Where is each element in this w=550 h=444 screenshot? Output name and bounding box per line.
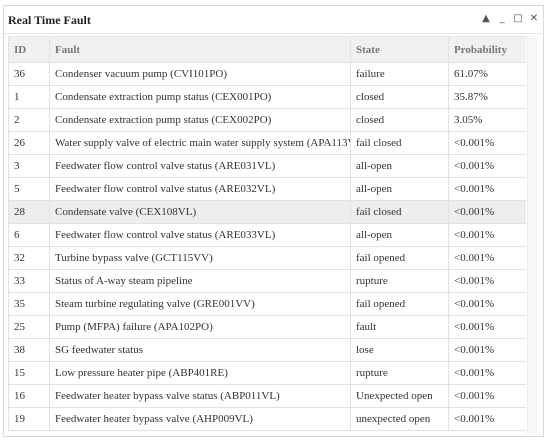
table-row[interactable]: 28 Condensate valve (CEX108VL) fail closed… [8,200,526,224]
vertical-scrollbar[interactable] [527,36,537,434]
cell-probability: <0.001% [448,200,526,224]
cell-id: 33 [8,269,50,293]
column-header-id[interactable]: ID [8,36,50,63]
cell-state: closed [350,85,449,109]
table-body: 36 Condenser vacuum pump (CVI101PO) failur… [8,62,526,431]
cell-fault: Low pressure heater pipe (ABP401RE) [49,361,351,385]
table-row[interactable]: 6 Feedwater flow control valve status (AR… [8,223,526,247]
column-header-probability[interactable]: Probability [448,36,526,63]
cell-fault: Feedwater heater bypass valve status (AB… [49,384,351,408]
cell-probability: <0.001% [448,292,526,316]
table-row[interactable]: 35 Steam turbine regulating valve (GRE001… [8,292,526,316]
column-header-state[interactable]: State [350,36,449,63]
cell-id: 38 [8,338,50,362]
cell-probability: <0.001% [448,315,526,339]
cell-state: failure [350,62,449,86]
cell-id: 28 [8,200,50,224]
cell-state: all-open [350,154,449,178]
table-row[interactable]: 3 Feedwater flow control valve status (AR… [8,154,526,178]
cell-probability: <0.001% [448,269,526,293]
cell-state: lose [350,338,449,362]
table-header-row: ID Fault State Probability [8,36,526,63]
maximize-icon[interactable]: □ [513,13,523,24]
cell-probability: <0.001% [448,154,526,178]
close-icon[interactable]: ✕ [529,13,539,24]
cell-id: 15 [8,361,50,385]
table-row[interactable]: 16 Feedwater heater bypass valve status (… [8,384,526,408]
cell-fault: Water supply valve of electric main wate… [49,131,351,155]
cell-fault: Condensate valve (CEX108VL) [49,200,351,224]
cell-fault: Pump (MFPA) failure (APA102PO) [49,315,351,339]
cell-probability: 61.07% [448,62,526,86]
cell-id: 5 [8,177,50,201]
table-row[interactable]: 5 Feedwater flow control valve status (AR… [8,177,526,201]
cell-fault: SG feedwater status [49,338,351,362]
table-row[interactable]: 15 Low pressure heater pipe (ABP401RE) rup… [8,361,526,385]
cell-id: 35 [8,292,50,316]
cell-fault: Turbine bypass valve (GCT115VV) [49,246,351,270]
cell-id: 32 [8,246,50,270]
collapse-icon[interactable]: ▲ [482,13,490,24]
cell-state: closed [350,108,449,132]
cell-fault: Feedwater heater bypass valve (AHP009VL) [49,407,351,431]
cell-id: 26 [8,131,50,155]
panel-header: Real Time Fault ▲ _ □ ✕ [4,6,543,34]
cell-id: 2 [8,108,50,132]
cell-id: 25 [8,315,50,339]
panel-title: Real Time Fault [8,13,91,27]
cell-state: all-open [350,223,449,247]
table-row[interactable]: 33 Status of A-way steam pipeline rupture <… [8,269,526,293]
real-time-fault-panel: Real Time Fault ▲ _ □ ✕ ID Fault State P… [3,5,544,437]
cell-state: fail closed [350,131,449,155]
window-controls: ▲ _ □ ✕ [481,13,539,25]
cell-id: 1 [8,85,50,109]
cell-probability: <0.001% [448,131,526,155]
cell-probability: <0.001% [448,223,526,247]
cell-state: Unexpected open [350,384,449,408]
cell-probability: 3.05% [448,108,526,132]
cell-id: 36 [8,62,50,86]
table-row[interactable]: 19 Feedwater heater bypass valve (AHP009V… [8,407,526,431]
cell-state: fail closed [350,200,449,224]
cell-fault: Condenser vacuum pump (CVI101PO) [49,62,351,86]
fault-table-container: ID Fault State Probability 36 Condenser v… [8,36,526,434]
cell-id: 16 [8,384,50,408]
cell-state: fail opened [350,246,449,270]
cell-probability: <0.001% [448,338,526,362]
cell-state: fault [350,315,449,339]
cell-id: 6 [8,223,50,247]
minimize-icon[interactable]: _ [499,13,505,24]
cell-fault: Status of A-way steam pipeline [49,269,351,293]
cell-fault: Condensate extraction pump status (CEX00… [49,85,351,109]
cell-state: unexpected open [350,407,449,431]
cell-probability: <0.001% [448,177,526,201]
table-row[interactable]: 38 SG feedwater status lose <0.001% [8,338,526,362]
cell-probability: <0.001% [448,246,526,270]
cell-probability: <0.001% [448,361,526,385]
table-row[interactable]: 26 Water supply valve of electric main wa… [8,131,526,155]
cell-fault: Feedwater flow control valve status (ARE… [49,154,351,178]
cell-probability: 35.87% [448,85,526,109]
cell-probability: <0.001% [448,384,526,408]
cell-fault: Feedwater flow control valve status (ARE… [49,223,351,247]
table-row[interactable]: 36 Condenser vacuum pump (CVI101PO) failur… [8,62,526,86]
cell-state: fail opened [350,292,449,316]
cell-fault: Feedwater flow control valve status (ARE… [49,177,351,201]
table-row[interactable]: 25 Pump (MFPA) failure (APA102PO) fault <0.… [8,315,526,339]
cell-state: all-open [350,177,449,201]
cell-fault: Condensate extraction pump status (CEX00… [49,108,351,132]
column-header-fault[interactable]: Fault [49,36,351,63]
table-row[interactable]: 2 Condensate extraction pump status (CEX0… [8,108,526,132]
cell-fault: Steam turbine regulating valve (GRE001VV… [49,292,351,316]
table-row[interactable]: 1 Condensate extraction pump status (CEX0… [8,85,526,109]
cell-state: rupture [350,361,449,385]
cell-probability: <0.001% [448,407,526,431]
table-row[interactable]: 32 Turbine bypass valve (GCT115VV) fail op… [8,246,526,270]
cell-state: rupture [350,269,449,293]
cell-id: 19 [8,407,50,431]
fault-table: ID Fault State Probability 36 Condenser v… [8,36,526,431]
cell-id: 3 [8,154,50,178]
